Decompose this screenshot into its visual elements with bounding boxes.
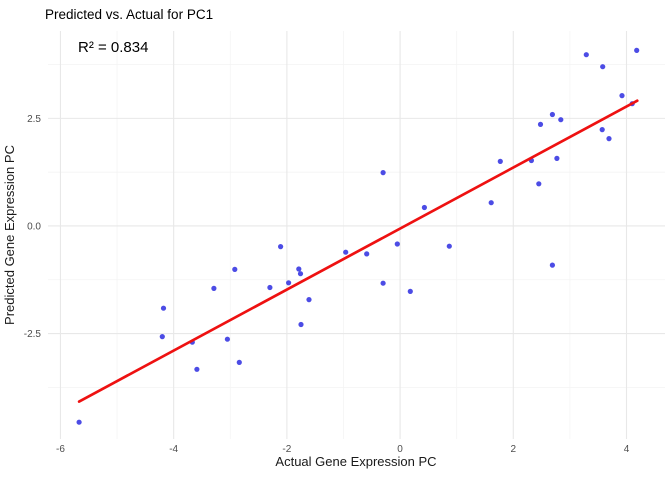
- data-point: [194, 366, 200, 372]
- data-point: [554, 155, 560, 161]
- regression-line: [77, 99, 639, 403]
- data-point: [380, 170, 386, 176]
- data-point: [536, 181, 542, 187]
- x-tick-label: -6: [56, 444, 65, 455]
- data-point: [297, 271, 304, 277]
- data-point: [600, 64, 606, 70]
- x-tick-label: 2: [511, 444, 517, 455]
- data-point: [407, 288, 413, 294]
- data-point: [549, 262, 556, 268]
- y-tick-label: 2.5: [27, 114, 41, 125]
- data-point: [446, 243, 452, 249]
- data-point: [364, 251, 370, 257]
- data-point: [583, 52, 589, 58]
- x-tick-label: -2: [282, 444, 291, 455]
- data-point: [619, 93, 625, 99]
- chart-title: Predicted vs. Actual for PC1: [45, 7, 213, 22]
- data-point: [298, 321, 304, 328]
- data-point: [497, 158, 503, 164]
- x-tick-label: 4: [624, 444, 630, 455]
- data-point: [634, 47, 640, 54]
- minor-gridlines: [48, 31, 665, 439]
- data-point: [76, 419, 82, 425]
- data-point: [606, 136, 612, 142]
- y-tick-label: -2.5: [24, 329, 42, 340]
- data-point: [549, 111, 556, 118]
- data-point: [306, 297, 312, 303]
- data-point: [160, 305, 167, 311]
- y-axis-title: Predicted Gene Expression PC: [2, 145, 17, 325]
- data-point: [236, 359, 242, 365]
- regression-line-layer: [77, 99, 639, 403]
- data-point: [537, 121, 544, 127]
- data-point: [232, 266, 238, 272]
- data-point: [286, 280, 292, 286]
- scatter-points: [76, 47, 640, 425]
- data-point: [558, 117, 564, 123]
- axis-tick-labels: -6 -4 -2 0 2 4 2.5 0.0 -2.5: [24, 114, 630, 455]
- data-point: [380, 280, 386, 286]
- data-point: [224, 336, 230, 342]
- data-point: [488, 200, 494, 206]
- major-gridlines: [48, 31, 665, 439]
- x-tick-label: 0: [397, 444, 403, 455]
- data-point: [343, 249, 349, 255]
- data-point: [394, 241, 400, 247]
- y-tick-label: 0.0: [27, 221, 41, 232]
- x-tick-label: -4: [169, 444, 178, 455]
- data-point: [211, 285, 217, 291]
- data-point: [267, 284, 273, 291]
- data-point: [599, 127, 605, 133]
- data-point: [421, 204, 427, 211]
- data-point: [296, 266, 302, 272]
- data-point: [278, 244, 284, 250]
- data-point: [159, 334, 165, 340]
- r-squared-annotation: R² = 0.834: [78, 39, 148, 56]
- x-axis-title: Actual Gene Expression PC: [275, 454, 436, 469]
